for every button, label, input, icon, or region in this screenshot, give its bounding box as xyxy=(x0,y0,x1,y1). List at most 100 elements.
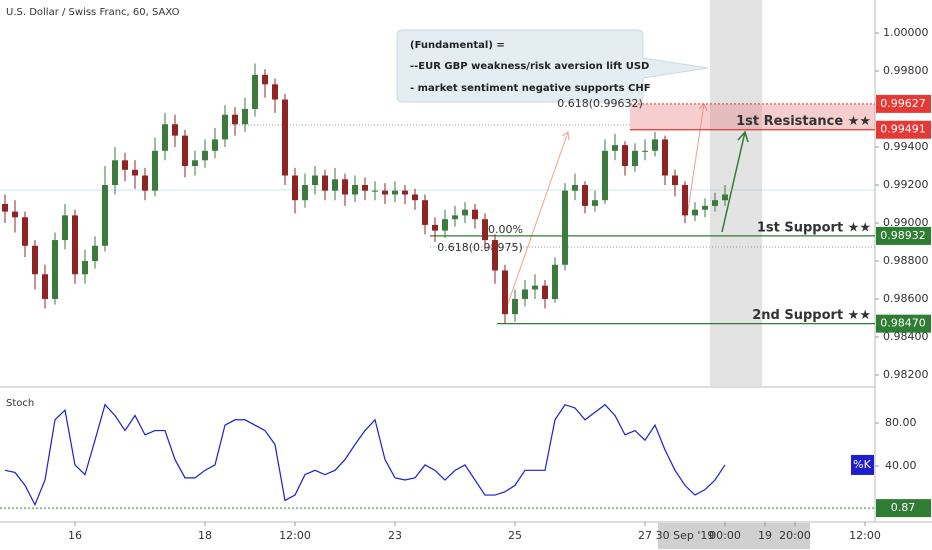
candle-body xyxy=(62,215,68,241)
candle-body xyxy=(482,219,488,241)
level-label: 1st Resistance ★★ xyxy=(736,114,871,129)
candle-body xyxy=(52,240,58,299)
candle-body xyxy=(352,184,358,195)
candle-body xyxy=(92,245,98,261)
note-line: - market sentiment negative supports CHF xyxy=(410,83,651,94)
candle-body xyxy=(242,109,248,125)
candle-body xyxy=(512,298,518,315)
x-tick-label: 25 xyxy=(508,529,522,542)
note-line: --EUR GBP weakness/risk aversion lift US… xyxy=(410,61,649,72)
resistance-zone xyxy=(630,103,875,130)
candle-body xyxy=(82,260,88,275)
candle-body xyxy=(532,285,538,290)
x-tick-label: 12:00 xyxy=(279,529,311,542)
y-tick-label: 0.98800 xyxy=(883,254,929,267)
candle-body xyxy=(442,219,448,231)
candle-body xyxy=(682,184,688,216)
crosshair-box xyxy=(658,523,810,549)
crosshair-label: 30 Sep '19 xyxy=(656,529,715,542)
time-highlight xyxy=(710,0,762,386)
x-tick-label: 19 xyxy=(758,529,772,542)
candle-body xyxy=(132,169,138,176)
x-tick-label: 23 xyxy=(388,529,402,542)
candle-body xyxy=(232,114,238,125)
candle-body xyxy=(612,145,618,151)
x-tick-label: 16 xyxy=(68,529,82,542)
y-tick-label: 1.00000 xyxy=(883,26,929,39)
candle-body xyxy=(202,150,208,161)
candle-body xyxy=(182,135,188,167)
candle-body xyxy=(142,175,148,191)
candle-body xyxy=(662,139,668,176)
candle-body xyxy=(112,160,118,185)
candle-body xyxy=(592,200,598,206)
candle-body xyxy=(492,240,498,271)
candle-body xyxy=(122,160,128,170)
candle-body xyxy=(712,200,718,206)
projection-arrow xyxy=(721,130,749,233)
fib-label: 50.00% xyxy=(481,223,523,236)
y-tick-label: 0.99800 xyxy=(883,64,929,77)
candle-body xyxy=(162,124,168,151)
fib-label: 0.618(0.98975) xyxy=(437,241,523,254)
candle-body xyxy=(272,84,278,100)
fib-label: 0.618(0.99632) xyxy=(557,97,643,110)
price-tag-label: 0.98470 xyxy=(880,317,926,330)
candle-body xyxy=(702,205,708,210)
projection-arrow xyxy=(504,131,570,313)
candle-body xyxy=(452,215,458,220)
candle-body xyxy=(392,190,398,195)
indicator-title: Stoch xyxy=(6,398,34,409)
candle-body xyxy=(2,203,8,212)
candle-body xyxy=(292,175,298,201)
note-line: (Fundamental) = xyxy=(410,40,505,51)
candle-body xyxy=(572,184,578,191)
level-label: 2nd Support ★★ xyxy=(752,308,871,323)
candle-body xyxy=(282,99,288,176)
candle-body xyxy=(692,209,698,216)
x-tick-label: 27 xyxy=(638,529,652,542)
x-tick-label: 20:00 xyxy=(779,529,811,542)
level-tag xyxy=(876,499,931,518)
y-tick-label: 0.99000 xyxy=(883,216,929,229)
level-tag-label: 0.87 xyxy=(891,501,916,514)
candle-body xyxy=(502,270,508,315)
candle-body xyxy=(542,285,548,299)
candle-body xyxy=(582,184,588,206)
candle-body xyxy=(32,245,38,275)
series-tag-label: %K xyxy=(853,458,871,471)
y-tick-label: 0.99400 xyxy=(883,140,929,153)
candle-body xyxy=(312,175,318,185)
candle-body xyxy=(262,74,268,85)
candle-body xyxy=(322,175,328,191)
x-tick-label: 18 xyxy=(198,529,212,542)
price-tag-label: 0.99627 xyxy=(880,97,926,110)
candle-body xyxy=(22,217,28,246)
price-tag xyxy=(876,94,931,113)
candle-body xyxy=(642,150,648,152)
note: (Fundamental) = --EUR GBP weakness/risk … xyxy=(396,29,709,103)
y-tick-label: 0.98600 xyxy=(883,292,929,305)
chart-title: U.S. Dollar / Swiss Franc, 60, SAXO xyxy=(6,7,180,18)
candle-body xyxy=(462,209,468,216)
candle-body xyxy=(332,179,338,191)
candle-body xyxy=(362,184,368,191)
y-tick-label: 0.99200 xyxy=(883,178,929,191)
level-label: 1st Support ★★ xyxy=(757,220,871,235)
candle-body xyxy=(722,194,728,201)
candle-body xyxy=(522,289,528,299)
candle-body xyxy=(302,184,308,201)
candle-body xyxy=(402,190,408,195)
candle-body xyxy=(192,160,198,167)
candle-body xyxy=(622,145,628,167)
y-tick-label: 0.98200 xyxy=(883,368,929,381)
candle-body xyxy=(632,150,638,167)
candle-body xyxy=(172,124,178,136)
candle-body xyxy=(152,150,158,191)
candle-body xyxy=(102,184,108,246)
x-tick-label: 00:00 xyxy=(709,529,741,542)
candle-body xyxy=(42,274,48,299)
note-box xyxy=(396,29,709,103)
candle-body xyxy=(672,175,678,185)
